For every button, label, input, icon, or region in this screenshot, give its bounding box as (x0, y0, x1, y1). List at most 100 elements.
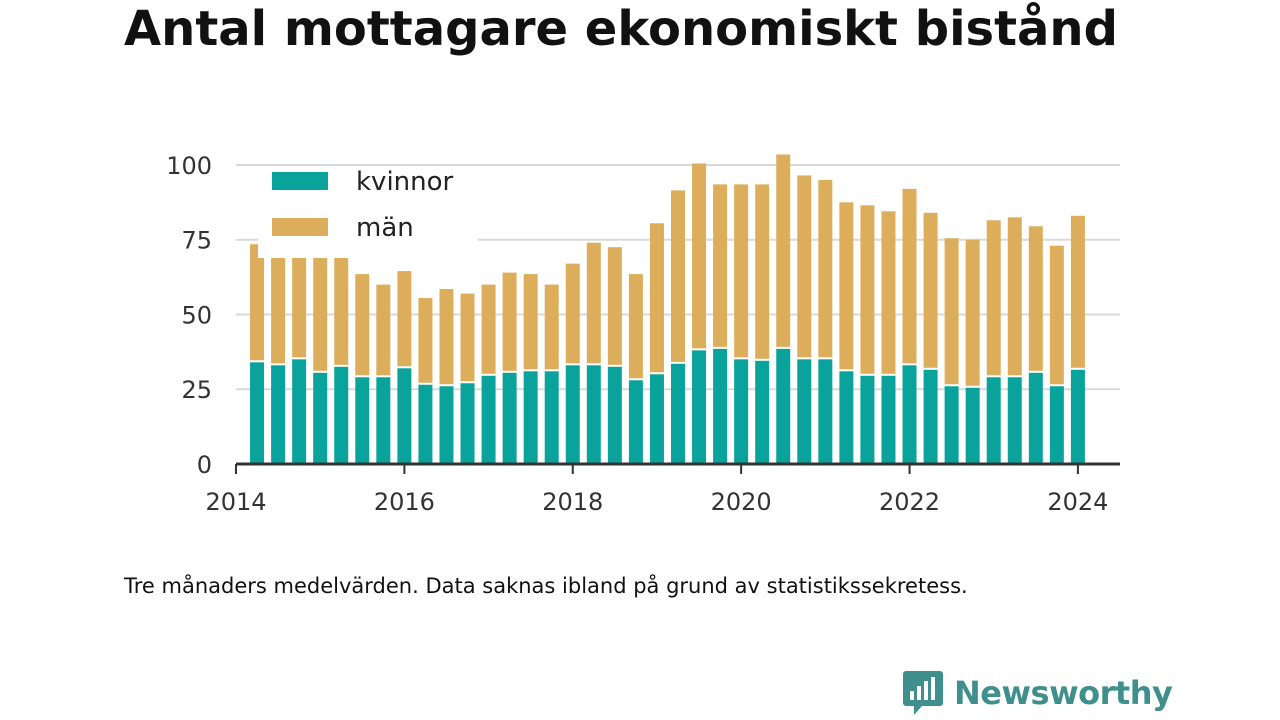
brand-name: Newsworthy (954, 674, 1173, 712)
bar-man (797, 175, 812, 358)
chart-caption: Tre månaders medelvärden. Data saknas ib… (124, 574, 968, 598)
legend: kvinnor män (258, 166, 478, 258)
bar-man (1070, 215, 1085, 368)
bar-man (523, 274, 538, 370)
bar-man (1049, 245, 1064, 385)
bar-man (439, 289, 454, 385)
bar-kvinnor (965, 387, 980, 464)
bar-man (818, 179, 833, 358)
x-tick-label: 2024 (1047, 488, 1108, 516)
bar-man (1028, 226, 1043, 371)
bar-kvinnor (734, 359, 749, 464)
bar-kvinnor (818, 359, 833, 464)
bar-man (839, 202, 854, 370)
bar-man (734, 184, 749, 358)
bar-man (671, 190, 685, 362)
bar-man (544, 284, 559, 370)
bar-man (376, 284, 391, 376)
x-tick-label: 2016 (374, 488, 435, 516)
bar-kvinnor (481, 375, 496, 464)
bar-man (860, 205, 875, 374)
bar-kvinnor (439, 386, 454, 464)
bar-man (460, 293, 475, 382)
bar-man (292, 242, 307, 358)
bar-man (313, 257, 328, 371)
y-tick-label: 0 (197, 451, 212, 479)
y-tick-label: 25 (181, 376, 212, 404)
bar-man (755, 184, 770, 359)
newsworthy-logo-icon (903, 671, 943, 715)
y-tick-label: 100 (166, 152, 212, 180)
bar-kvinnor (755, 360, 770, 464)
bar-kvinnor (376, 377, 391, 464)
bar-kvinnor (607, 366, 622, 464)
bar-man (481, 284, 496, 374)
bar-man (881, 211, 896, 374)
bar-man (965, 239, 980, 386)
bar-man (397, 271, 412, 367)
brand-logo: Newsworthy (902, 668, 1173, 718)
bar-man (607, 247, 622, 365)
bar-man (250, 244, 265, 361)
bar-kvinnor (923, 369, 938, 464)
bar-kvinnor (586, 365, 601, 464)
bar-man (565, 263, 580, 364)
bar-man (418, 298, 433, 383)
bar-kvinnor (839, 371, 854, 464)
legend-label-kvinnor: kvinnor (356, 167, 454, 197)
bar-kvinnor (671, 363, 685, 464)
bar-kvinnor (1049, 386, 1064, 464)
x-tick-label: 2014 (205, 488, 266, 516)
bar-kvinnor (692, 350, 707, 464)
bar-kvinnor (986, 377, 1001, 464)
bar-kvinnor (797, 359, 812, 464)
bar-kvinnor (502, 372, 517, 464)
bar-man (334, 251, 349, 365)
bar-kvinnor (902, 365, 917, 464)
bar-man (902, 188, 917, 364)
bar-kvinnor (460, 383, 475, 464)
bars (250, 154, 1085, 464)
bar-man (944, 238, 959, 385)
bar-kvinnor (1070, 369, 1085, 464)
bar-kvinnor (776, 348, 791, 464)
bar-kvinnor (565, 365, 580, 464)
bar-man (355, 274, 370, 376)
bar-kvinnor (881, 375, 896, 464)
legend-swatch-man (272, 218, 328, 236)
bar-kvinnor (860, 375, 875, 464)
bar-kvinnor (313, 372, 328, 464)
bar-man (502, 272, 517, 371)
bar-kvinnor (250, 362, 265, 464)
bar-kvinnor (523, 371, 538, 464)
bar-kvinnor (944, 386, 959, 464)
y-tick-label: 50 (181, 301, 212, 329)
y-tick-label: 75 (181, 227, 212, 255)
axes: 0 25 50 75 100 2014 2016 2018 2020 2022 2024 (166, 152, 1120, 516)
bar-kvinnor (713, 348, 728, 464)
bar-kvinnor (334, 366, 349, 464)
x-tick-label: 2022 (879, 488, 940, 516)
bar-man (986, 220, 1001, 376)
bar-man (713, 184, 728, 347)
bar-man (586, 242, 601, 364)
bar-man (776, 154, 791, 347)
bar-man (923, 212, 938, 368)
bar-kvinnor (544, 371, 559, 464)
bar-kvinnor (271, 365, 286, 464)
chart-title: Antal mottagare ekonomiskt bistånd (124, 1, 1118, 57)
bar-kvinnor (649, 374, 664, 464)
bar-man (1007, 217, 1022, 376)
bar-man (692, 163, 707, 349)
bar-man (271, 254, 286, 364)
legend-swatch-kvinnor (272, 172, 328, 190)
bar-kvinnor (418, 384, 433, 464)
bar-kvinnor (1007, 377, 1022, 464)
bar-man (628, 274, 643, 379)
bar-man (649, 223, 664, 373)
legend-label-man: män (356, 213, 414, 243)
x-tick-label: 2020 (711, 488, 772, 516)
bar-kvinnor (292, 359, 307, 464)
bar-kvinnor (628, 380, 643, 464)
